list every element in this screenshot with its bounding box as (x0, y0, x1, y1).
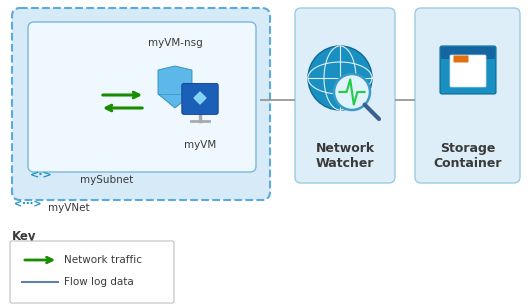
FancyBboxPatch shape (10, 241, 174, 303)
FancyBboxPatch shape (28, 22, 256, 172)
Text: <·>: <·> (30, 170, 53, 180)
FancyBboxPatch shape (415, 8, 520, 183)
Text: mySubnet: mySubnet (80, 175, 133, 185)
Text: Network traffic: Network traffic (64, 255, 142, 265)
Text: Key: Key (12, 230, 36, 243)
FancyBboxPatch shape (440, 46, 496, 94)
Polygon shape (158, 66, 192, 108)
Text: Network
Watcher: Network Watcher (315, 142, 374, 170)
FancyBboxPatch shape (454, 56, 468, 63)
Text: myVNet: myVNet (48, 203, 90, 213)
Polygon shape (194, 92, 206, 104)
FancyBboxPatch shape (182, 84, 218, 115)
Text: Storage
Container: Storage Container (433, 142, 502, 170)
Circle shape (334, 74, 370, 110)
FancyBboxPatch shape (450, 55, 486, 87)
Text: myVM: myVM (184, 140, 216, 150)
FancyBboxPatch shape (12, 8, 270, 200)
FancyBboxPatch shape (441, 47, 495, 59)
Text: <···>: <···> (14, 199, 42, 209)
Circle shape (308, 46, 372, 110)
FancyBboxPatch shape (295, 8, 395, 183)
Text: Flow log data: Flow log data (64, 277, 134, 287)
Text: myVM-nsg: myVM-nsg (148, 38, 202, 48)
